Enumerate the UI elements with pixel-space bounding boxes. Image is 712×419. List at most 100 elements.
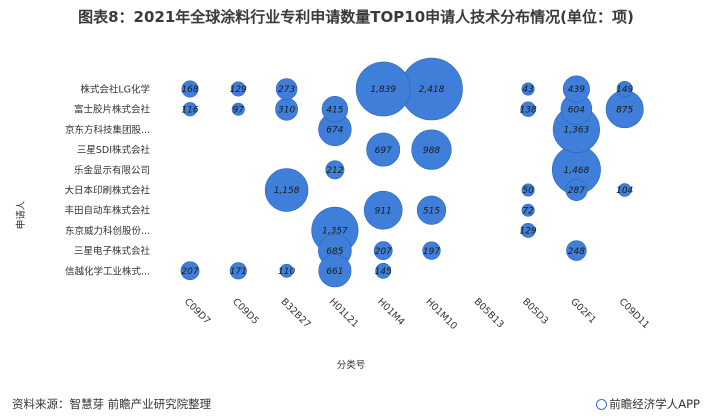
y-tick-label: 株式会社LG化学: [80, 84, 150, 96]
y-tick-label: 丰田自动车株式会社: [64, 205, 150, 217]
bubble-data-label: 273: [278, 85, 295, 95]
x-tick-label: B05D3: [520, 296, 550, 326]
bubble: [231, 102, 245, 116]
bubble: [321, 96, 349, 123]
y-tick-label: 京东方科技集团股...: [65, 124, 150, 136]
bubble: [565, 179, 588, 201]
bubble-data-label: 604: [568, 105, 585, 115]
bubble: [411, 129, 452, 170]
bubble-data-label: 72: [522, 206, 534, 216]
bubble-data-label: 110: [278, 267, 295, 277]
x-tick-label: B05B13: [472, 296, 506, 330]
brand-name: 前瞻经济学人APP: [609, 397, 700, 411]
brand-footer: 前瞻经济学人APP: [596, 396, 700, 412]
bubble-data-label: 116: [181, 105, 198, 115]
bubble: [181, 80, 199, 98]
bubble: [521, 203, 535, 217]
bubble-data-label: 287: [568, 186, 585, 196]
bubble-data-label: 171: [230, 267, 247, 277]
bubble-data-label: 129: [230, 85, 247, 95]
bubble: [366, 132, 401, 167]
bubble-data-label: 310: [278, 105, 295, 115]
bubble-data-label: 1,158: [274, 186, 300, 196]
bubbles: [180, 57, 644, 288]
y-tick-label: 富士胶片株式会社: [74, 104, 151, 116]
bubble-data-label: 207: [375, 247, 392, 257]
bubble-data-label: 197: [423, 247, 440, 257]
source-note: 资料来源：智慧芽 前瞻产业研究院整理: [12, 397, 212, 411]
bubble-data-label: 104: [616, 186, 633, 196]
bubble-data-label: 439: [568, 85, 585, 95]
bubble-data-label: 2,418: [419, 85, 445, 95]
bubble: [318, 254, 352, 288]
y-tick-label: 东京威力科创股份...: [65, 225, 150, 237]
bubble-data-label: 149: [616, 85, 633, 95]
bubble: [616, 81, 633, 97]
bubble-data-label: 988: [423, 146, 440, 156]
bubble-data-label: 50: [522, 186, 534, 196]
bubble-data-label: 415: [326, 105, 343, 115]
bubble: [422, 241, 441, 260]
bubble-data-label: 248: [568, 247, 585, 257]
x-tick-label: C09D5: [230, 296, 260, 326]
bubble: [520, 222, 536, 238]
x-tick-label: B32B27: [278, 296, 312, 330]
y-tick-label: 大日本印刷株式会社: [64, 185, 150, 197]
bubble: [521, 183, 535, 197]
bubble: [375, 262, 392, 279]
bubble-data-label: 168: [181, 85, 198, 95]
bubble-data-label: 1,468: [564, 166, 590, 176]
y-axis-label: 申请人: [15, 200, 27, 229]
bubble: [416, 195, 447, 225]
bubble: [521, 82, 535, 96]
bubble: [180, 261, 200, 281]
bubble-data-label: 697: [375, 146, 392, 156]
y-tick-label: 三星电子株式会社: [74, 245, 151, 257]
brand-logo-icon: [596, 399, 608, 410]
x-tick-label: C09D11: [617, 296, 652, 331]
x-tick-labels: C09D7 C09D5 B32B27 H01L21 H01M4 H01M10 B05B13 B…: [182, 296, 651, 332]
bubble: [355, 61, 411, 117]
bubble-data-label: 685: [326, 247, 343, 257]
bubble-data-label: 515: [423, 206, 440, 216]
bubble-data-label: 875: [616, 105, 633, 115]
bubble-data-label: 1,363: [564, 126, 590, 136]
bubble: [363, 190, 403, 230]
x-tick-label: H01L21: [327, 296, 361, 330]
bubble: [373, 241, 393, 260]
bubble-data-label: 911: [375, 206, 392, 216]
x-axis-label: 分类号: [337, 359, 366, 371]
bubble: [617, 183, 632, 197]
bubble-data-label: 207: [181, 267, 198, 277]
bubble: [275, 78, 298, 100]
bubble-data-label: 145: [375, 267, 392, 277]
bubble-data-label: 138: [520, 105, 537, 115]
bubble: [520, 101, 536, 117]
y-tick-label: 信越化学工业株式...: [65, 265, 150, 277]
bubble-data-label: 661: [326, 267, 343, 277]
bubble-data-label: 43: [522, 85, 534, 95]
bubble-data-label: 212: [326, 166, 343, 176]
bubble-data-label: 1,839: [370, 85, 396, 95]
bubble-data-label: 97: [233, 105, 245, 115]
x-tick-label: H01M10: [423, 296, 459, 332]
bubble: [566, 240, 587, 261]
bubble: [230, 81, 246, 97]
y-tick-label: 乐金显示有限公司: [74, 164, 150, 176]
x-tick-label: C09D7: [182, 296, 212, 326]
y-tick-label: 三星SDI株式会社: [77, 144, 151, 156]
bubble-data-label: 674: [326, 126, 343, 136]
bubble: [182, 102, 198, 117]
bubble: [264, 168, 309, 212]
bubble-data-label: 129: [520, 227, 537, 237]
bubble-labels: 168 129 273 1,839 2,418 43 439 149 116 97 310 415 13…: [181, 85, 633, 277]
bubble: [325, 160, 345, 180]
chart-title: 图表8：2021年全球涂料行业专利申请数量TOP10申请人技术分布情况(单位：项…: [78, 8, 634, 26]
x-tick-label: G02F1: [568, 296, 598, 326]
x-tick-label: H01M4: [375, 296, 406, 327]
bubble: [562, 75, 590, 103]
bubble-data-label: 1,357: [322, 227, 348, 237]
bubble: [279, 263, 294, 278]
